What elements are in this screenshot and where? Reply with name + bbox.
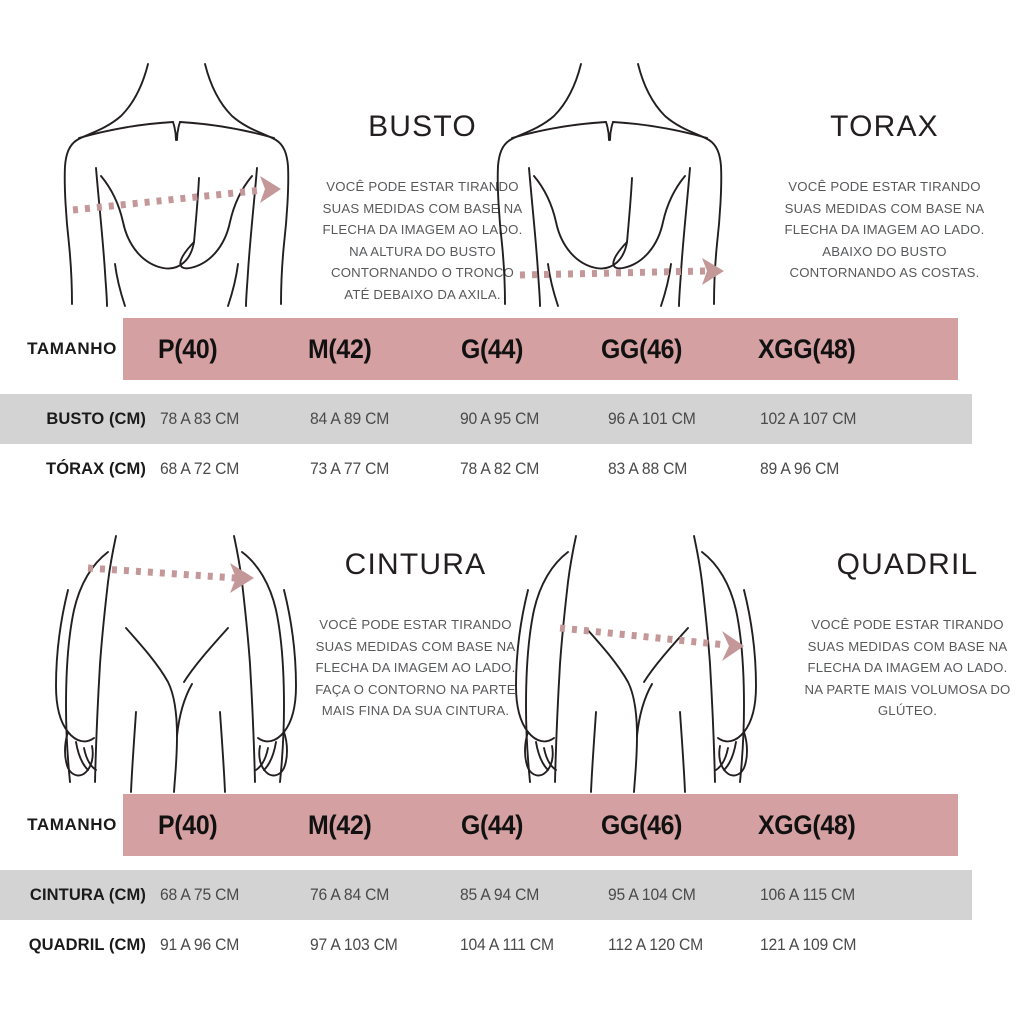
figure-cintura xyxy=(38,530,323,795)
table-lower: TAMANHO P(40) M(42) G(44) GG(46) XGG(48)… xyxy=(0,794,1024,970)
section-title-torax: TORAX xyxy=(830,110,939,143)
cell-busto-gg: 96 A 101 CM xyxy=(608,409,696,428)
blurb-line: FLECHA DA IMAGEM AO LADO. xyxy=(322,222,523,238)
cell-cintura-xgg: 106 A 115 CM xyxy=(760,885,856,904)
row-label-cintura: CINTURA (CM) xyxy=(29,885,146,904)
blurb-line: VOCÊ PODE ESTAR TIRANDO xyxy=(319,617,512,632)
blurb-quadril: QUADRIL VOCÊ PODE ESTAR TIRANDO SUAS MED… xyxy=(790,550,1024,722)
blurb-line: FLECHA DA IMAGEM AO LADO. xyxy=(784,222,985,238)
table-row-quadril: QUADRIL (CM) 91 A 96 CM 97 A 103 CM 104 … xyxy=(0,920,1024,970)
row-label-quadril: QUADRIL (CM) xyxy=(28,935,146,954)
cell-cintura-p: 68 A 75 CM xyxy=(160,885,240,904)
table-header-row: TAMANHO P(40) M(42) G(44) GG(46) XGG(48) xyxy=(0,794,1024,856)
blurb-line: CONTORNANDO O TRONCO xyxy=(330,265,515,281)
cell-torax-g: 78 A 82 CM xyxy=(460,459,540,478)
size-header-g: G(44) xyxy=(461,809,524,840)
blurb-line: SUAS MEDIDAS COM BASE NA xyxy=(315,638,516,654)
table-row-busto: BUSTO (CM) 78 A 83 CM 84 A 89 CM 90 A 95… xyxy=(0,394,1024,444)
blurb-line: MAIS FINA DA SUA CINTURA. xyxy=(321,703,510,719)
section-title-quadril: QUADRIL xyxy=(836,548,979,581)
blurb-line: NA ALTURA DO BUSTO xyxy=(349,243,496,259)
blurb-line: FLECHA DA IMAGEM AO LADO. xyxy=(807,660,1008,676)
measurement-arrow-hip xyxy=(559,624,744,661)
header-label-tamanho: TAMANHO xyxy=(27,815,117,834)
blurb-line: VOCÊ PODE ESTAR TIRANDO xyxy=(326,179,519,194)
size-header-gg: GG(46) xyxy=(601,809,683,840)
size-header-m: M(42) xyxy=(308,333,372,364)
cell-busto-m: 84 A 89 CM xyxy=(310,409,390,428)
header-band xyxy=(123,318,958,380)
table-row-torax: TÓRAX (CM) 68 A 72 CM 73 A 77 CM 78 A 82… xyxy=(0,444,1024,494)
blurb-line: ABAIXO DO BUSTO xyxy=(822,243,947,259)
cell-torax-m: 73 A 77 CM xyxy=(310,459,390,478)
size-header-xgg: XGG(48) xyxy=(758,333,856,364)
blurb-line: CONTORNANDO AS COSTAS. xyxy=(789,265,980,281)
section-title-busto: BUSTO xyxy=(368,110,477,143)
table-upper: TAMANHO P(40) M(42) G(44) GG(46) XGG(48)… xyxy=(0,318,1024,494)
figure-torax xyxy=(488,58,758,308)
figure-quadril xyxy=(498,530,783,795)
row-label-torax: TÓRAX (CM) xyxy=(46,459,146,478)
cell-quadril-m: 97 A 103 CM xyxy=(310,935,398,954)
cell-busto-xgg: 102 A 107 CM xyxy=(760,409,857,428)
measurement-arrow-bust xyxy=(72,176,281,214)
size-header-gg: GG(46) xyxy=(601,333,683,364)
cell-torax-xgg: 89 A 96 CM xyxy=(760,459,840,478)
blurb-line: VOCÊ PODE ESTAR TIRANDO xyxy=(811,617,1004,632)
cell-quadril-gg: 112 A 120 CM xyxy=(608,935,704,954)
cell-busto-g: 90 A 95 CM xyxy=(460,409,540,428)
header-size-cells: P(40) M(42) G(44) GG(46) XGG(48) xyxy=(123,794,958,856)
blurb-line: VOCÊ PODE ESTAR TIRANDO xyxy=(788,179,981,194)
row-band xyxy=(0,394,972,444)
blurb-torax: TORAX VOCÊ PODE ESTAR TIRANDO SUAS MEDID… xyxy=(762,112,1007,284)
cell-cintura-g: 85 A 94 CM xyxy=(460,885,540,904)
blurb-line: FLECHA DA IMAGEM AO LADO. xyxy=(315,660,516,676)
row-values-busto: 78 A 83 CM 84 A 89 CM 90 A 95 CM 96 A 10… xyxy=(155,394,975,444)
cell-quadril-p: 91 A 96 CM xyxy=(160,935,240,954)
row-band xyxy=(0,870,972,920)
blurb-line: FAÇA O CONTORNO NA PARTE xyxy=(315,681,516,697)
header-size-cells: P(40) M(42) G(44) GG(46) XGG(48) xyxy=(123,318,958,380)
row-values-quadril: 91 A 96 CM 97 A 103 CM 104 A 111 CM 112 … xyxy=(155,920,975,970)
row-values-cintura: 68 A 75 CM 76 A 84 CM 85 A 94 CM 95 A 10… xyxy=(155,870,975,920)
figure-busto xyxy=(55,58,325,308)
blurb-cintura: CINTURA VOCÊ PODE ESTAR TIRANDO SUAS MED… xyxy=(298,550,533,722)
blurb-line: NA PARTE MAIS VOLUMOSA DO xyxy=(804,681,1011,697)
size-header-g: G(44) xyxy=(461,333,524,364)
cell-busto-p: 78 A 83 CM xyxy=(160,409,240,428)
cell-torax-p: 68 A 72 CM xyxy=(160,459,240,478)
header-label-tamanho: TAMANHO xyxy=(27,339,117,358)
table-gap xyxy=(0,380,1024,394)
blurb-busto: BUSTO VOCÊ PODE ESTAR TIRANDO SUAS MEDID… xyxy=(305,112,540,305)
size-header-p: P(40) xyxy=(158,809,218,840)
row-values-torax: 68 A 72 CM 73 A 77 CM 78 A 82 CM 83 A 88… xyxy=(155,444,975,494)
blurb-line: SUAS MEDIDAS COM BASE NA xyxy=(784,200,985,216)
table-header-row: TAMANHO P(40) M(42) G(44) GG(46) XGG(48) xyxy=(0,318,1024,380)
size-header-p: P(40) xyxy=(158,333,218,364)
measurement-arrow-waist xyxy=(87,563,254,593)
section-title-cintura: CINTURA xyxy=(344,548,487,581)
size-header-m: M(42) xyxy=(308,809,372,840)
table-row-cintura: CINTURA (CM) 68 A 75 CM 76 A 84 CM 85 A … xyxy=(0,870,1024,920)
row-label-busto: BUSTO (CM) xyxy=(46,409,146,428)
blurb-line: SUAS MEDIDAS COM BASE NA xyxy=(807,638,1008,654)
blurb-line: ATÉ DEBAIXO DA AXILA. xyxy=(344,286,501,302)
header-band xyxy=(123,794,958,856)
table-gap xyxy=(0,856,1024,870)
blurb-line: GLÚTEO. xyxy=(877,703,938,719)
cell-torax-gg: 83 A 88 CM xyxy=(608,459,688,478)
cell-quadril-xgg: 121 A 109 CM xyxy=(760,935,857,954)
cell-cintura-m: 76 A 84 CM xyxy=(310,885,390,904)
size-header-xgg: XGG(48) xyxy=(758,809,856,840)
blurb-line: SUAS MEDIDAS COM BASE NA xyxy=(322,200,523,216)
cell-cintura-gg: 95 A 104 CM xyxy=(608,885,696,904)
measurement-arrow-underbust xyxy=(519,258,724,285)
cell-quadril-g: 104 A 111 CM xyxy=(460,935,554,954)
